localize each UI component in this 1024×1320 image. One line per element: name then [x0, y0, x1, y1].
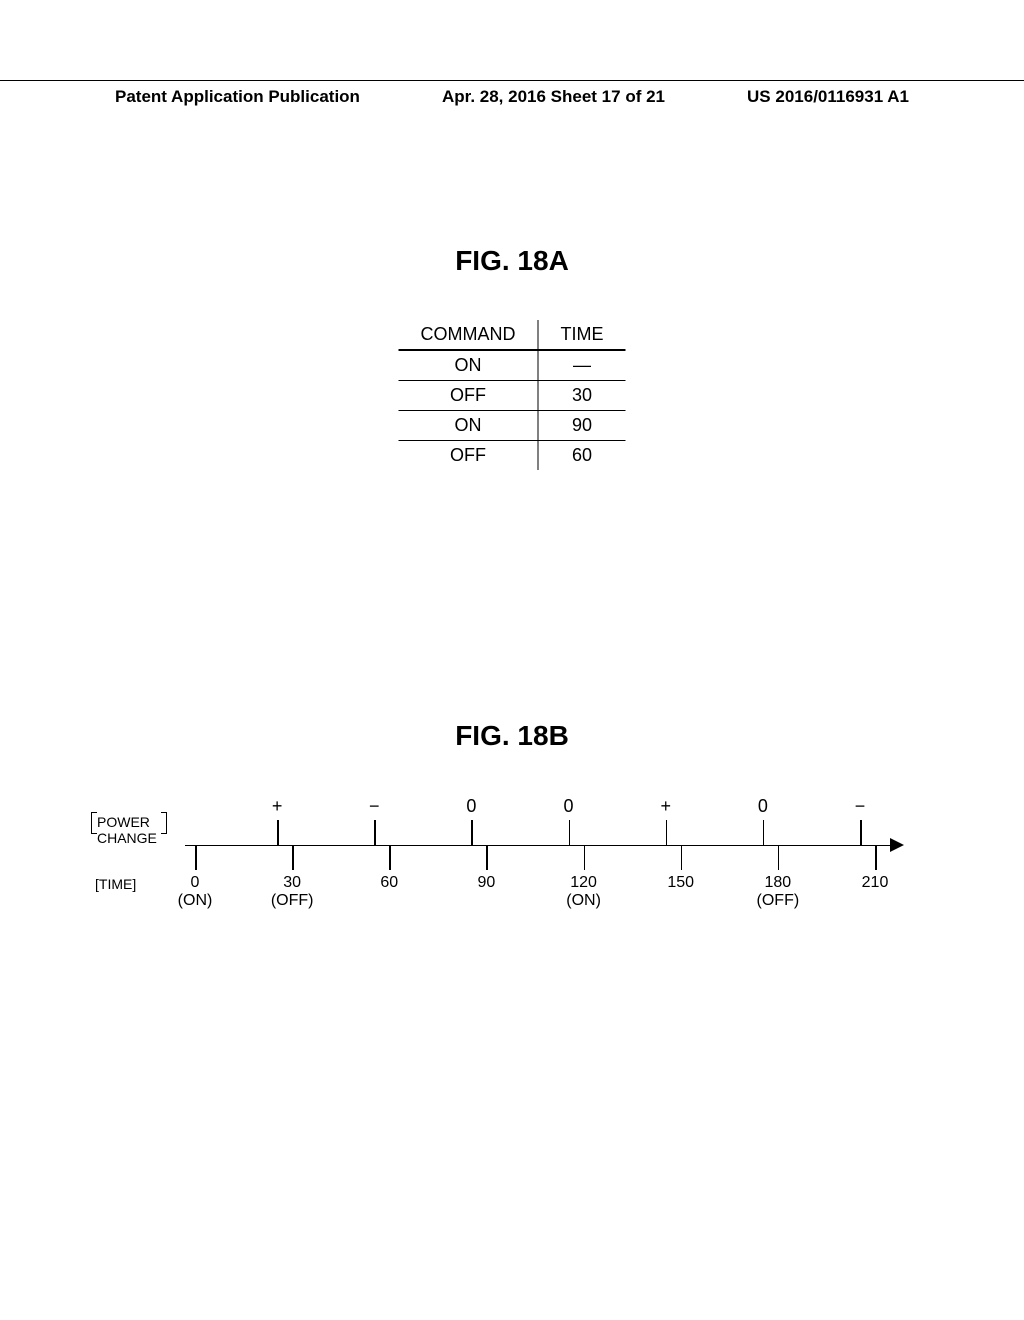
- tick-below: [486, 845, 488, 870]
- tick-below: [584, 845, 586, 870]
- tick-above: [471, 820, 473, 845]
- fig18b-title: FIG. 18B: [0, 720, 1024, 752]
- header-center: Apr. 28, 2016 Sheet 17 of 21: [442, 87, 665, 107]
- time-label: 180 (OFF): [757, 874, 800, 910]
- power-change-label: 0: [466, 796, 476, 817]
- power-change-label: 0: [758, 796, 768, 817]
- power-change-label: −: [855, 796, 866, 817]
- page-header: Patent Application Publication Apr. 28, …: [0, 80, 1024, 107]
- tick-below: [195, 845, 197, 870]
- table-row: ON 90: [399, 411, 626, 441]
- table-header-time: TIME: [538, 320, 626, 350]
- power-change-label: +: [660, 796, 671, 817]
- fig18b-timeline: POWER CHANGE [TIME] + − 0 0 +0 − 0 (ON) 30 (OFF…: [95, 790, 925, 930]
- tick-below: [778, 845, 780, 870]
- power-change-label: −: [369, 796, 380, 817]
- power-change-label: +: [272, 796, 283, 817]
- ylabel-power-change: POWER CHANGE: [97, 814, 157, 846]
- tick-below: [681, 845, 683, 870]
- table-row: ON —: [399, 350, 626, 381]
- tick-below: [292, 845, 294, 870]
- tick-above: [374, 820, 376, 845]
- fig18a-title: FIG. 18A: [0, 245, 1024, 277]
- tick-above: [860, 820, 862, 845]
- fig18a-table: COMMAND TIME ON — OFF 30 ON 90 OFF 60: [399, 320, 626, 470]
- ylabel-time: [TIME]: [95, 876, 136, 892]
- tick-above: [666, 820, 668, 845]
- cell: ON: [399, 350, 539, 381]
- table-row: OFF 60: [399, 441, 626, 471]
- cell: 90: [538, 411, 626, 441]
- time-label: 0 (ON): [178, 874, 213, 910]
- header-right: US 2016/0116931 A1: [747, 87, 1024, 107]
- tick-above: [569, 820, 571, 845]
- arrow-right-icon: [890, 838, 904, 852]
- tick-below: [389, 845, 391, 870]
- cell: ON: [399, 411, 539, 441]
- header-left: Patent Application Publication: [0, 87, 360, 107]
- time-label: 30 (OFF): [271, 874, 314, 910]
- table-header-command: COMMAND: [399, 320, 539, 350]
- timeline-axis: +−00+0−0 (ON)30 (OFF)6090120 (ON)150180 …: [185, 790, 925, 930]
- cell: 30: [538, 381, 626, 411]
- cell: 60: [538, 441, 626, 471]
- time-label: 90: [478, 874, 496, 892]
- cell: —: [538, 350, 626, 381]
- time-label: 210: [862, 874, 889, 892]
- table-row: OFF 30: [399, 381, 626, 411]
- cell: OFF: [399, 441, 539, 471]
- tick-below: [875, 845, 877, 870]
- tick-above: [277, 820, 279, 845]
- power-change-label: 0: [564, 796, 574, 817]
- time-label: 150: [667, 874, 694, 892]
- time-label: 60: [380, 874, 398, 892]
- cell: OFF: [399, 381, 539, 411]
- bracket-icon: [161, 812, 167, 834]
- tick-above: [763, 820, 765, 845]
- time-label: 120 (ON): [566, 874, 601, 910]
